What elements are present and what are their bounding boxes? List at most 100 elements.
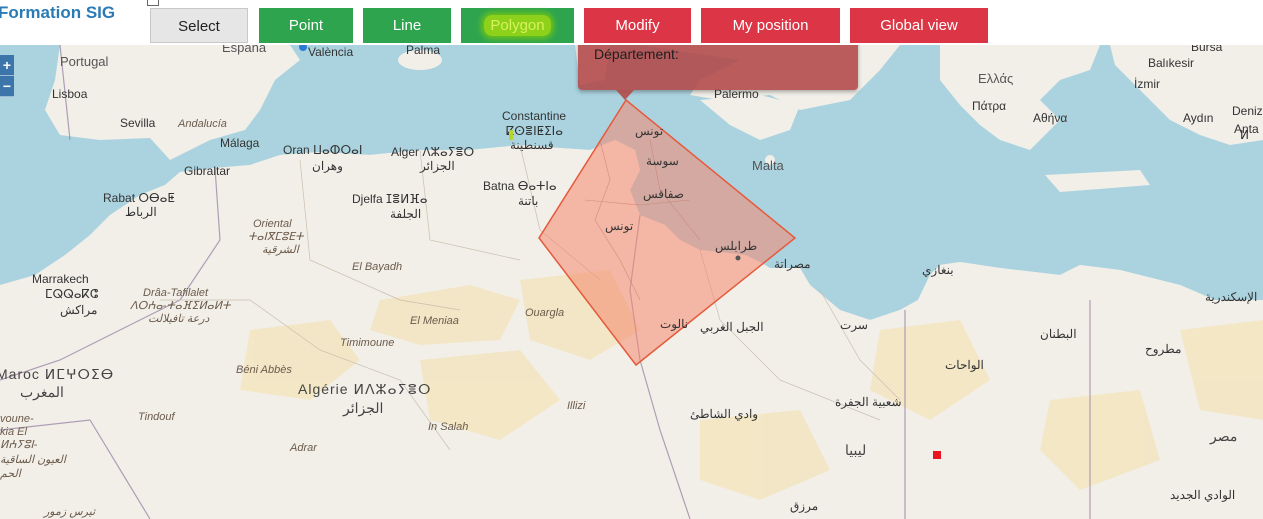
label-palermo: Palermo bbox=[714, 87, 759, 101]
feature-popup: Département: bbox=[578, 40, 858, 100]
label-batna-ar: باتنة bbox=[518, 194, 538, 208]
desert-areas bbox=[240, 270, 1263, 500]
label-marrakech: Marrakech bbox=[32, 272, 89, 286]
label-el-meniaa: El Meniaa bbox=[410, 315, 459, 327]
label-tounes2: تونس bbox=[605, 219, 633, 233]
label-adrar: Adrar bbox=[289, 442, 318, 454]
popup-departement-label: Département: bbox=[594, 46, 679, 62]
label-tounes: تونس bbox=[635, 124, 663, 138]
label-izmir: İzmir bbox=[1134, 77, 1160, 91]
label-ellas: Ελλάς bbox=[978, 71, 1013, 86]
label-gibraltar: Gibraltar bbox=[184, 164, 230, 178]
mediterranean-sea bbox=[0, 45, 1263, 320]
label-djelfa-ar: الجلفة bbox=[390, 207, 421, 221]
atlantic-ocean bbox=[0, 45, 170, 290]
label-draa-tf: ⴷⵔⵄⴰ-ⵜⴰⴼⵉⵍⴰⵍⵜ bbox=[130, 300, 232, 312]
select-button[interactable]: Select bbox=[150, 8, 248, 43]
label-lisboa: Lisboa bbox=[52, 87, 88, 101]
label-rabat: Rabat ⵔⴱⴰⵟ bbox=[103, 191, 175, 205]
label-beni-abbes: Béni Abbès bbox=[236, 364, 292, 376]
label-tindouf: Tindouf bbox=[138, 411, 176, 423]
label-tarablus: طرابلس bbox=[715, 239, 757, 253]
global-view-button[interactable]: Global view bbox=[850, 8, 988, 43]
malta-island bbox=[765, 155, 775, 165]
label-draa-ar: درعة تافيلالت bbox=[148, 313, 210, 325]
label-timimoune: Timimoune bbox=[340, 337, 394, 349]
map-labels: Portugal España Lisboa Sevilla Andalucía… bbox=[0, 45, 1263, 518]
label-l-tf: ⵍ bbox=[1240, 128, 1249, 142]
label-ws-3: ⵍⵄⵢⵓⵏ- bbox=[0, 439, 38, 451]
label-denizli: Denizli bbox=[1232, 104, 1263, 118]
map-view[interactable]: Portugal España Lisboa Sevilla Andalucía… bbox=[0, 45, 1263, 519]
label-balikesir: Balıkesir bbox=[1148, 56, 1194, 70]
label-illizi: Illizi bbox=[567, 400, 586, 412]
my-position-button[interactable]: My position bbox=[701, 8, 840, 43]
label-alger-ar: الجزائر bbox=[419, 159, 455, 173]
label-benghazi: بنغازي bbox=[922, 263, 954, 277]
label-oran-ar: وهران bbox=[312, 159, 343, 173]
label-andalucia: Andalucía bbox=[177, 118, 227, 130]
label-patra: Πάτρα bbox=[972, 99, 1006, 113]
label-palma: Palma bbox=[406, 45, 440, 57]
label-espana: España bbox=[222, 45, 267, 55]
drawn-point-marker[interactable] bbox=[933, 451, 941, 459]
label-sousse: سوسة bbox=[646, 154, 679, 168]
label-oriental-tf: ⵜⴰⵏⴳⵎⵓⴹⵜ bbox=[248, 231, 305, 243]
toolbar: Formation SIG Select Point Line Polygon … bbox=[0, 0, 1263, 45]
label-in-salah: In Salah bbox=[428, 421, 468, 433]
label-constantine: Constantine bbox=[502, 109, 566, 123]
label-algerie-ar: الجزائر bbox=[342, 400, 383, 417]
label-djelfa: Djelfa ⵊⴻⵍⴼⴰ bbox=[352, 192, 428, 206]
tripoli-dot bbox=[735, 255, 741, 261]
label-marrakech-tf: ⵎⵕⵕⴰⴽⵛ bbox=[45, 287, 99, 301]
label-algerie: Algérie ⵍⴷⵣⴰⵢⴻⵔ bbox=[298, 381, 431, 397]
label-athina: Αθήνα bbox=[1033, 111, 1067, 125]
iberian-peninsula bbox=[45, 45, 300, 160]
modify-button[interactable]: Modify bbox=[584, 8, 691, 43]
polygon-button[interactable]: Polygon bbox=[461, 8, 574, 43]
label-wahat: الواحات bbox=[945, 358, 984, 372]
label-draa: Drâa-Tafilalet bbox=[143, 287, 209, 299]
label-batnan: البطنان bbox=[1040, 327, 1077, 341]
label-wadi-jadid: الوادي الجديد bbox=[1170, 488, 1235, 502]
label-libya: ليبيا bbox=[845, 442, 866, 458]
label-murzuq: مرزق bbox=[790, 499, 818, 513]
label-misrata: مصراتة bbox=[774, 257, 811, 271]
label-marrakech-ar: مراكش bbox=[60, 303, 97, 317]
drawn-polygon[interactable] bbox=[538, 98, 797, 367]
zoom-out-button[interactable]: − bbox=[0, 76, 14, 97]
point-button[interactable]: Point bbox=[259, 8, 353, 43]
label-maroc: Maroc ⵍⵎⵖⵔⵉⴱ bbox=[0, 366, 114, 382]
label-ws-5: الحم bbox=[0, 468, 23, 480]
label-sevilla: Sevilla bbox=[120, 116, 156, 130]
label-batna: Batna ⴱⴰⵜⵏⴰ bbox=[483, 179, 557, 193]
label-jufra: شعبية الجفرة bbox=[835, 395, 902, 409]
map-canvas[interactable]: Portugal España Lisboa Sevilla Andalucía… bbox=[0, 45, 1263, 519]
line-button[interactable]: Line bbox=[363, 8, 451, 43]
label-rabat-ar: الرباط bbox=[125, 205, 157, 219]
label-alger: Alger ⴷⵣⴰⵢⴻⵔ bbox=[391, 145, 474, 159]
greece bbox=[940, 45, 1100, 150]
label-ws-2: kia El bbox=[0, 426, 27, 438]
label-constantine-tf: ⵇⵙⴻⵏⵟⵉⵏⴰ bbox=[506, 124, 563, 138]
drawn-line-marker[interactable] bbox=[509, 130, 513, 140]
region-borders bbox=[160, 144, 901, 451]
zoom-in-button[interactable]: + bbox=[0, 55, 14, 76]
label-valencia: València bbox=[308, 45, 353, 59]
sicily bbox=[700, 95, 800, 140]
label-matruh: مطروح bbox=[1145, 342, 1181, 356]
label-malaga: Málaga bbox=[220, 136, 260, 150]
polygon-button-label: Polygon bbox=[484, 15, 551, 36]
label-oran: Oran ⵡⴰⵀⵔⴰⵏ bbox=[283, 143, 362, 157]
label-wadi-shati: وادي الشاطئ bbox=[690, 407, 758, 421]
label-ws-4: العيون الساقية bbox=[0, 454, 68, 466]
label-el-bayadh: El Bayadh bbox=[352, 261, 402, 273]
label-bursa: Bursa bbox=[1191, 45, 1223, 54]
label-ouargla: Ouargla bbox=[525, 307, 564, 319]
turkey bbox=[1110, 45, 1263, 145]
collapse-toggle[interactable] bbox=[147, 0, 159, 6]
label-maroc-ar: المغرب bbox=[20, 384, 64, 401]
app-title: Formation SIG bbox=[0, 3, 116, 22]
label-misr: مصر bbox=[1209, 428, 1237, 445]
label-sfax: صفاقس bbox=[643, 187, 684, 201]
